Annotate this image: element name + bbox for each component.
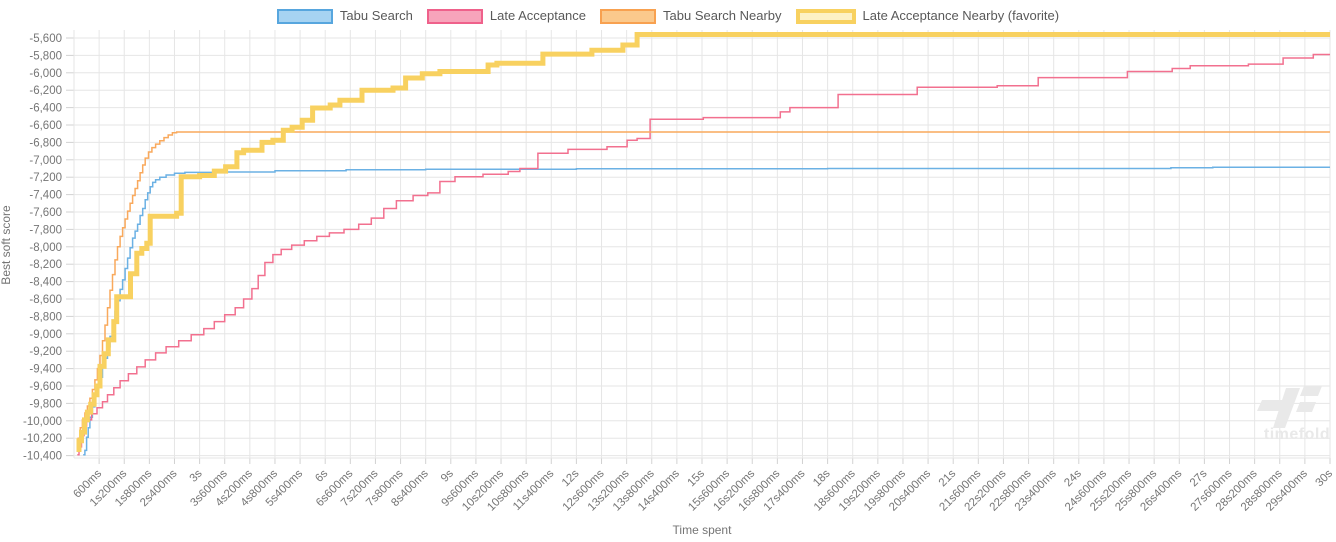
y-tick-label: -9,800: [29, 398, 62, 410]
legend-item-late-acceptance[interactable]: Late Acceptance: [426, 7, 587, 25]
y-tick-label: -10,000: [23, 416, 62, 428]
series-line-tabu-search-nearby: [76, 131, 1330, 451]
x-tick-label: 12s: [560, 467, 582, 489]
y-tick-label: -6,800: [29, 137, 62, 149]
x-tick-label: 24s: [1062, 467, 1084, 489]
y-tick-label: -9,000: [29, 329, 62, 341]
watermark-text: timefold: [1263, 426, 1331, 443]
chart-legend: Tabu Search Late Acceptance Tabu Search Ne…: [0, 7, 1336, 25]
legend-swatch: [795, 8, 856, 24]
y-tick-label: -6,000: [29, 68, 62, 80]
legend-label: Late Acceptance: [489, 8, 587, 23]
legend-item-tabu-search[interactable]: Tabu Search: [276, 7, 413, 25]
y-tick-label: -6,600: [29, 120, 62, 132]
legend-swatch: [600, 8, 657, 24]
y-tick-label: -6,400: [29, 103, 62, 115]
y-tick-label: -7,000: [29, 155, 62, 167]
y-tick-label: -8,800: [29, 311, 62, 323]
y-tick-label: -5,600: [29, 33, 62, 45]
series-line-late-acceptance-nearby-favorite: [76, 32, 1330, 452]
y-tick-label: -9,400: [29, 364, 62, 376]
y-tick-label: -8,400: [29, 277, 62, 289]
legend-item-tabu-search-nearby[interactable]: Tabu Search Nearby: [600, 7, 782, 25]
x-tick-label: 6s: [313, 467, 330, 484]
y-tick-label: -8,000: [29, 242, 62, 254]
series-line-late-acceptance: [77, 53, 1330, 456]
y-tick-label: -9,200: [29, 346, 62, 358]
x-tick-label: 27s: [1188, 467, 1210, 489]
x-axis-title: Time spent: [672, 523, 732, 537]
legend-label: Tabu Search: [339, 8, 413, 23]
legend-label: Late Acceptance Nearby (favorite): [862, 8, 1060, 23]
y-tick-label: -5,800: [29, 50, 62, 62]
legend-swatch: [276, 8, 333, 24]
y-tick-label: -8,200: [29, 259, 62, 271]
series-line-tabu-search: [83, 166, 1330, 456]
y-tick-label: -7,200: [29, 172, 62, 184]
y-tick-label: -7,400: [29, 190, 62, 202]
x-tick-label: 21s: [937, 467, 959, 489]
legend-label: Tabu Search Nearby: [663, 8, 782, 23]
y-tick-label: -7,600: [29, 207, 62, 219]
legend-swatch: [426, 8, 483, 24]
x-tick-label: 15s: [686, 467, 708, 489]
y-tick-label: -6,200: [29, 85, 62, 97]
y-tick-label: -8,600: [29, 294, 62, 306]
x-tick-label: 30s: [1314, 467, 1336, 489]
x-tick-label: 3s: [188, 467, 205, 484]
y-tick-label: -9,600: [29, 381, 62, 393]
y-axis-title: Best soft score: [0, 205, 13, 285]
y-tick-label: -10,400: [23, 451, 62, 463]
y-tick-label: -7,800: [29, 224, 62, 236]
y-tick-label: -10,200: [23, 433, 62, 445]
x-tick-label: 9s: [439, 467, 456, 484]
x-tick-label: 18s: [811, 467, 833, 489]
legend-item-late-acceptance-nearby-favorite[interactable]: Late Acceptance Nearby (favorite): [795, 7, 1060, 25]
